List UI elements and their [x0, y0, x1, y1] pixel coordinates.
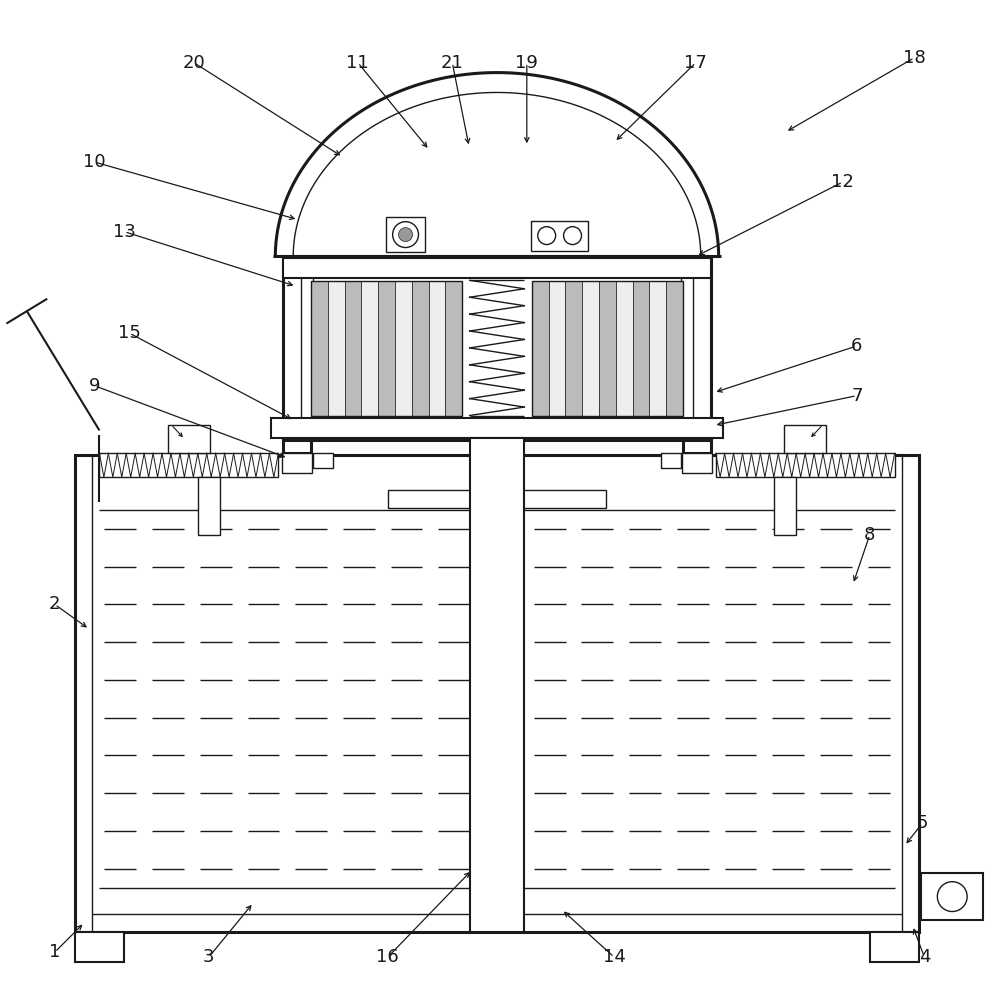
Bar	[388, 490, 606, 508]
Text: 15: 15	[117, 324, 141, 342]
Text: 8: 8	[864, 526, 876, 544]
Circle shape	[393, 222, 418, 248]
Text: 10: 10	[83, 153, 105, 171]
Text: 19: 19	[515, 54, 539, 72]
Bar	[379, 281, 395, 416]
Bar	[198, 477, 220, 535]
Text: 3: 3	[203, 948, 215, 966]
Bar	[870, 932, 919, 962]
Bar	[386, 217, 425, 252]
Bar	[784, 425, 826, 453]
Bar	[271, 418, 723, 438]
Bar	[566, 281, 582, 416]
Bar	[328, 281, 345, 416]
Circle shape	[399, 228, 413, 242]
Bar	[345, 281, 362, 416]
Bar	[445, 281, 462, 416]
Bar	[774, 477, 796, 535]
Bar	[283, 258, 711, 278]
Text: 5: 5	[916, 814, 928, 832]
Bar	[666, 281, 683, 416]
Bar	[75, 932, 124, 962]
Bar	[549, 281, 566, 416]
Text: 16: 16	[377, 948, 399, 966]
Circle shape	[937, 882, 967, 912]
Bar	[716, 453, 895, 477]
Bar	[313, 453, 333, 468]
Bar	[283, 256, 711, 440]
Bar	[682, 453, 712, 473]
Bar	[661, 453, 681, 468]
Bar	[469, 438, 525, 932]
Text: 11: 11	[347, 54, 369, 72]
Bar	[412, 281, 428, 416]
Text: 13: 13	[112, 223, 136, 241]
Bar	[283, 440, 311, 453]
Text: 7: 7	[851, 387, 863, 405]
Text: 12: 12	[831, 173, 855, 191]
Bar	[921, 873, 983, 920]
Bar	[395, 281, 412, 416]
Bar	[75, 455, 919, 932]
Text: 14: 14	[602, 948, 626, 966]
Bar	[311, 281, 462, 416]
Bar	[532, 281, 549, 416]
Bar	[531, 221, 588, 251]
Bar	[681, 261, 693, 435]
Bar	[362, 281, 379, 416]
Bar	[632, 281, 649, 416]
Text: 18: 18	[904, 49, 925, 67]
Bar	[428, 281, 445, 416]
Text: 6: 6	[851, 337, 863, 355]
Text: 20: 20	[183, 54, 205, 72]
Text: 9: 9	[88, 377, 100, 395]
Bar	[282, 453, 312, 473]
Circle shape	[564, 227, 581, 245]
Bar	[99, 453, 278, 477]
Bar	[311, 281, 328, 416]
Circle shape	[538, 227, 556, 245]
Bar	[599, 281, 615, 416]
Text: 21: 21	[440, 54, 464, 72]
Bar	[532, 281, 683, 416]
Text: 17: 17	[684, 54, 708, 72]
Text: 4: 4	[918, 948, 930, 966]
Bar	[582, 281, 599, 416]
Text: 2: 2	[49, 595, 61, 613]
Bar	[615, 281, 632, 416]
Text: 1: 1	[49, 943, 61, 961]
Bar	[168, 425, 210, 453]
Bar	[649, 281, 666, 416]
Bar	[683, 440, 711, 453]
Bar	[301, 261, 313, 435]
